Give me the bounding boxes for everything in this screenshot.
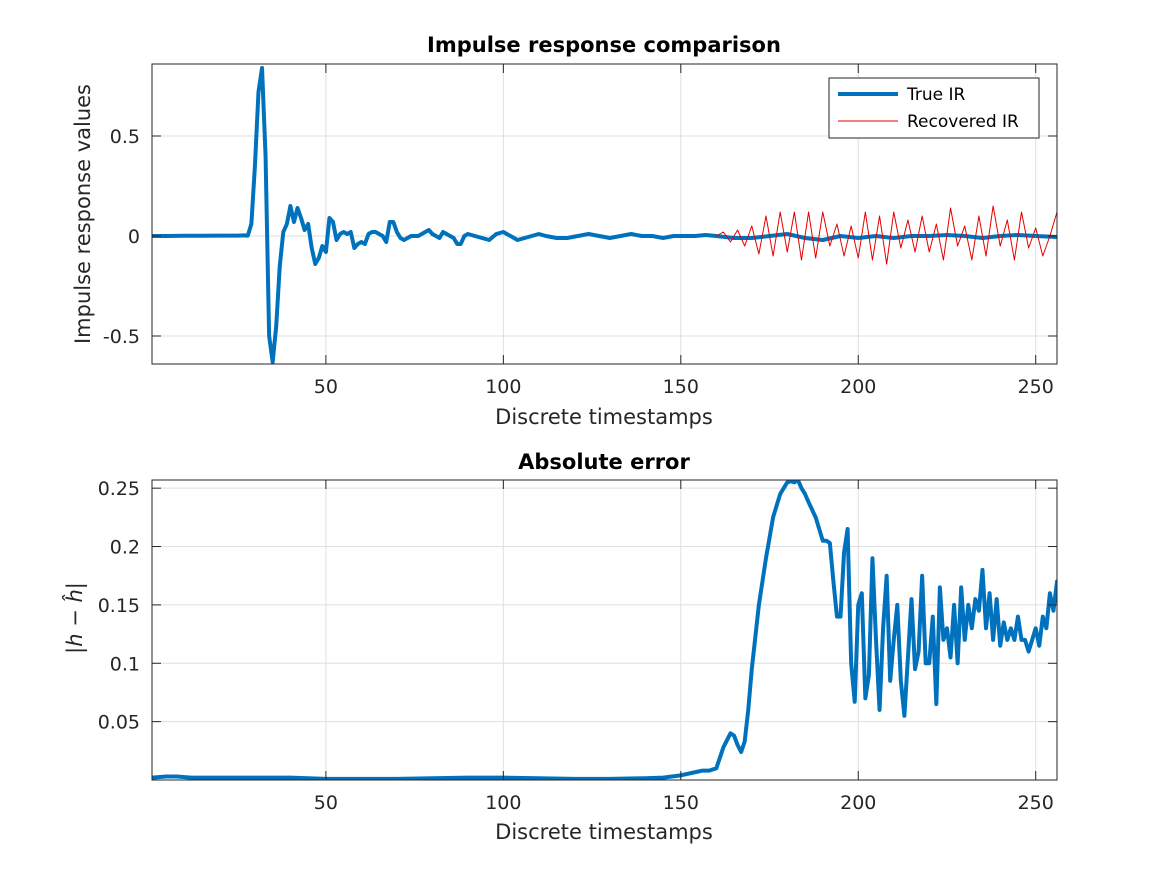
absolute-error-xtick-label: 150: [663, 792, 699, 814]
absolute-error-ytick-label: 0.2: [110, 537, 140, 559]
impulse-response-title: Impulse response comparison: [427, 33, 781, 57]
series-line-true-ir: [152, 66, 1057, 364]
absolute-error-title: Absolute error: [518, 450, 690, 474]
legend-label-recovered-ir: Recovered IR: [907, 112, 1019, 132]
impulse-response-xtick-label: 150: [663, 376, 699, 398]
impulse-response-xlabel: Discrete timestamps: [495, 405, 713, 429]
impulse-response-axes: 50 100 150 200 250 -0.5 0 0.5 Impulse response …: [71, 33, 1058, 429]
legend-box: [828, 77, 1040, 139]
absolute-error-ytick-label: 0.25: [98, 478, 140, 500]
impulse-response-ylabel: Impulse response values: [71, 84, 95, 344]
absolute-error-ytick-label: 0.05: [98, 712, 140, 734]
impulse-response-axis-box: [151, 63, 1058, 365]
impulse-response-xtick-label: 50: [314, 376, 338, 398]
absolute-error-xtick-label: 50: [314, 792, 338, 814]
impulse-response-ticks: 50 100 150 200 250 -0.5 0 0.5: [103, 64, 1057, 398]
impulse-response-xtick-label: 100: [485, 376, 521, 398]
absolute-error-ytick-label: 0.15: [98, 595, 140, 617]
absolute-error-ytick-label: 0.1: [110, 653, 140, 675]
series-line-recovered-ir: [715, 205, 1057, 265]
absolute-error-xtick-label: 200: [840, 792, 876, 814]
impulse-response-series: [152, 66, 1057, 364]
legend: True IR Recovered IR: [828, 77, 1040, 139]
absolute-error-ticks: 50 100 150 200 250 0.05 0.1 0.15 0.2 0.25: [98, 478, 1057, 814]
absolute-error-xtick-label: 250: [1018, 792, 1054, 814]
absolute-error-axis-box: [151, 479, 1058, 781]
impulse-response-ytick-label: 0: [128, 226, 140, 248]
legend-label-true-ir: True IR: [906, 85, 966, 105]
impulse-response-ytick-label: -0.5: [103, 326, 140, 348]
absolute-error-ylabel: |h − ĥ|: [62, 582, 88, 654]
impulse-response-xtick-label: 200: [840, 376, 876, 398]
impulse-response-xtick-label: 250: [1018, 376, 1054, 398]
absolute-error-xtick-label: 100: [485, 792, 521, 814]
impulse-response-ytick-label: 0.5: [110, 126, 140, 148]
absolute-error-axes: 50 100 150 200 250 0.05 0.1 0.15 0.2 0.25 Absolut…: [62, 450, 1058, 844]
absolute-error-series: [152, 480, 1057, 780]
series-line-error: [152, 480, 1057, 780]
absolute-error-xlabel: Discrete timestamps: [495, 820, 713, 844]
